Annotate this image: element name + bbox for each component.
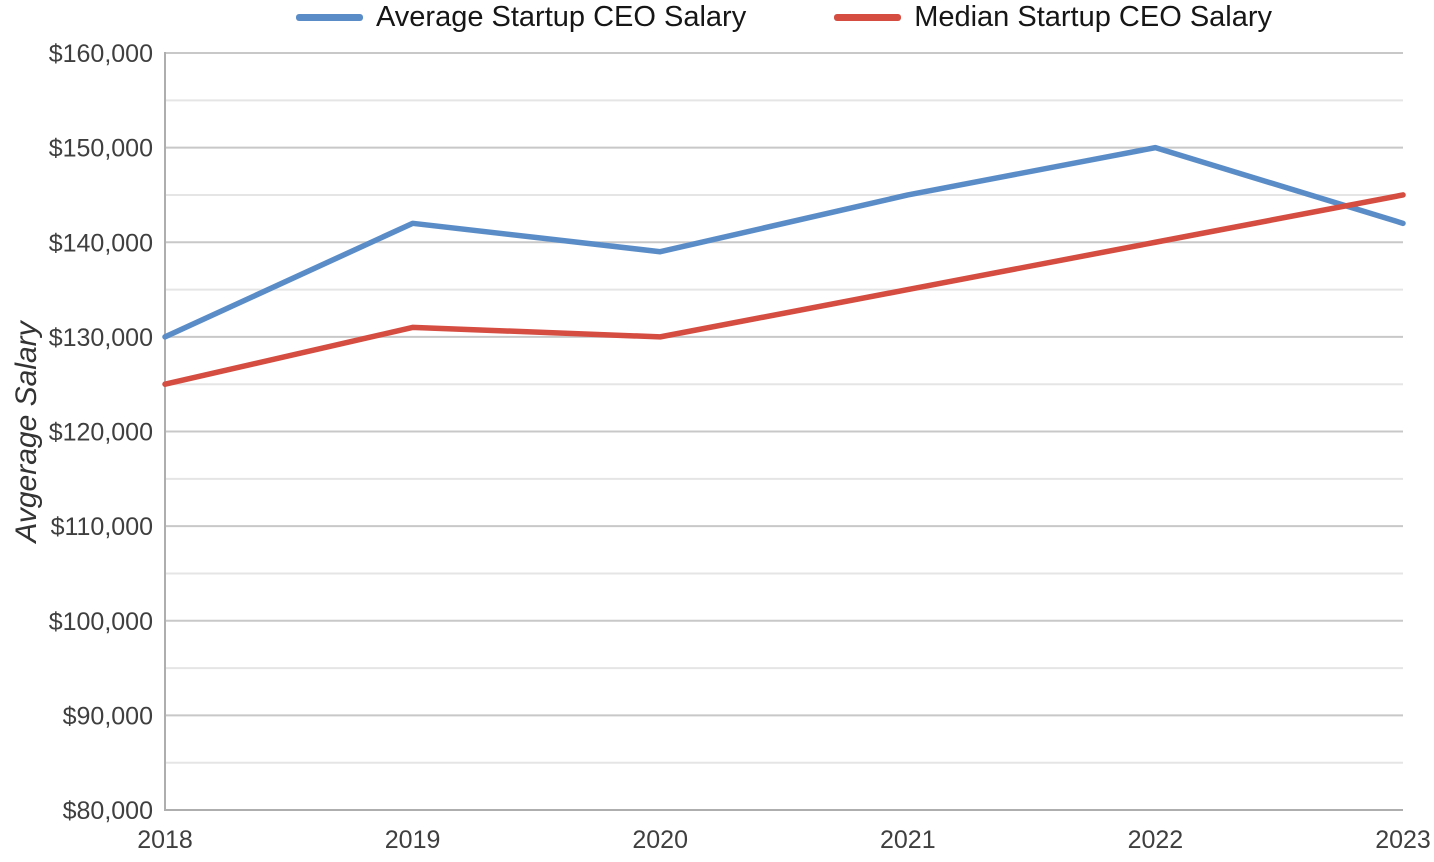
y-tick-label: $160,000 xyxy=(49,40,153,68)
series-line-average xyxy=(162,144,1406,340)
legend-item-median-salary[interactable]: Median Startup CEO Salary xyxy=(834,1,1272,34)
legend-line-swatch-median xyxy=(834,14,902,21)
y-tick-label: $140,000 xyxy=(49,229,153,257)
x-tick-label: 2022 xyxy=(1128,826,1184,854)
y-tick-label: $130,000 xyxy=(49,324,153,352)
y-tick-label: $100,000 xyxy=(49,608,153,636)
legend-label-average: Average Startup CEO Salary xyxy=(375,1,747,33)
x-tick-label: 2019 xyxy=(385,826,441,854)
y-tick-label: $150,000 xyxy=(49,135,153,163)
legend-line-swatch-average xyxy=(295,14,363,21)
x-tick-label: 2021 xyxy=(880,826,936,854)
y-tick-label: $110,000 xyxy=(51,513,153,541)
legend-label-median: Median Startup CEO Salary xyxy=(914,1,1273,33)
x-tick-label: 2018 xyxy=(137,826,193,854)
y-tick-label: $90,000 xyxy=(63,702,153,730)
series-line-median xyxy=(162,192,1406,387)
y-tick-label: $120,000 xyxy=(49,419,153,447)
legend-item-average-salary[interactable]: Average Startup CEO Salary xyxy=(295,1,747,34)
y-axis-title: Avgerage Salary xyxy=(10,321,43,543)
x-tick-label: 2020 xyxy=(632,826,688,854)
chart-legend: Average Startup CEO Salary Median Startu… xyxy=(165,1,1403,34)
x-tick-label: 2023 xyxy=(1375,826,1431,854)
y-tick-label: $80,000 xyxy=(63,797,153,825)
